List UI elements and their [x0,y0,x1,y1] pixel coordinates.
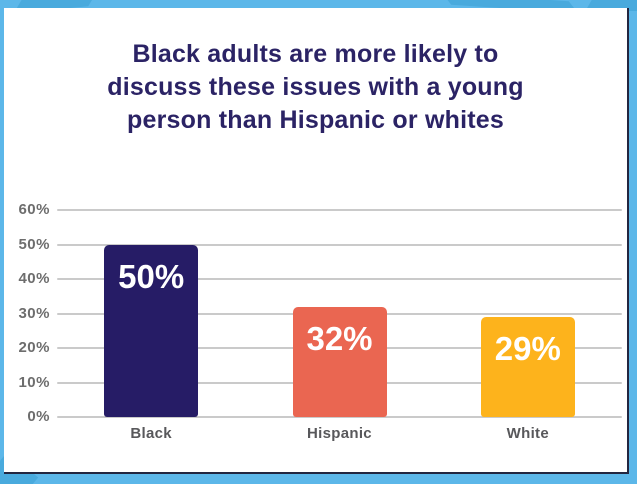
gridline-40 [57,278,622,280]
gridline-60 [57,209,622,211]
gridline-50 [57,243,622,246]
y-axis-tick-label: 10% [18,373,50,391]
bar-value-label: 50% [118,257,185,295]
bar-white: 29% [480,316,575,417]
chart-card: Black adults are more likely to discuss … [4,8,629,474]
y-axis-tick-label: 20% [18,339,50,356]
y-axis-tick-label: 60% [18,201,50,218]
bar-hispanic: 32% [292,306,387,417]
bar-value-label: 32% [306,319,373,357]
bar-value-label: 29% [494,329,561,367]
bar-black: 50% [104,244,199,417]
y-axis-tick-label: 30% [18,304,50,322]
x-axis-category-label: White [506,425,549,442]
x-axis-category-label: Hispanic [307,425,372,442]
y-axis-tick-label: 0% [27,408,50,425]
gridline-0 [57,416,622,418]
x-axis-category-label: Black [130,425,172,442]
bar-chart-plot-area: 0% 10% 20% 30% 40% 50% 60% 50% Black 32% Hispanic 2… [18,201,622,442]
y-axis-tick-label: 40% [18,270,50,287]
y-axis-tick-label: 50% [18,235,50,253]
chart-title: Black adults are more likely to discuss … [107,40,524,134]
